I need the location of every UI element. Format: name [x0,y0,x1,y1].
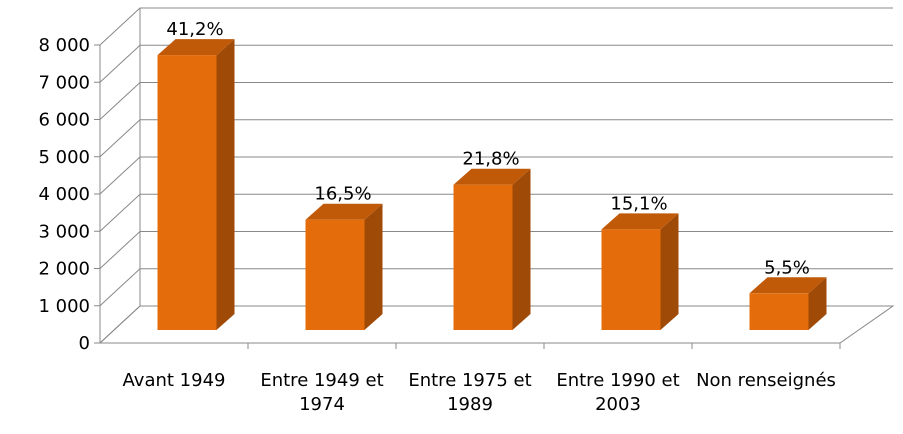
bar-top [157,39,235,56]
x-tick-label: Avant 1949 [122,370,226,391]
y-tick-label: 7 000 [38,72,90,93]
bar-side [808,277,827,330]
bar-side [216,39,235,330]
bar [601,229,661,330]
data-label: 41,2% [166,19,223,40]
x-tick-label: Entre 1975 et 1989 [408,370,532,415]
y-tick-label: 5 000 [38,147,90,168]
bar-top [453,168,531,185]
bar-side [364,203,383,330]
bar-side [660,213,679,330]
y-tick-label: 4 000 [38,184,90,205]
bar-side [512,168,531,330]
bar [453,184,513,330]
data-label: 21,8% [462,149,519,170]
x-tick-label: Entre 1949 et 1974 [260,370,384,415]
data-label: 16,5% [314,184,371,205]
data-label: 15,1% [610,193,667,214]
bar [749,293,809,330]
bar [305,219,365,330]
y-tick-label: 0 [79,333,90,354]
y-tick-label: 8 000 [38,35,90,56]
y-tick-label: 2 000 [38,259,90,280]
data-label: 5,5% [764,257,810,278]
bar-top [305,203,383,220]
y-tick-label: 3 000 [38,221,90,242]
x-tick-label: Entre 1990 et 2003 [556,370,680,415]
bar-top [749,277,827,294]
x-tick-label: Non renseignés [696,370,836,391]
y-tick-label: 1 000 [38,296,90,317]
y-tick-label: 6 000 [38,110,90,131]
bar-top [601,213,679,230]
bar [157,55,217,330]
